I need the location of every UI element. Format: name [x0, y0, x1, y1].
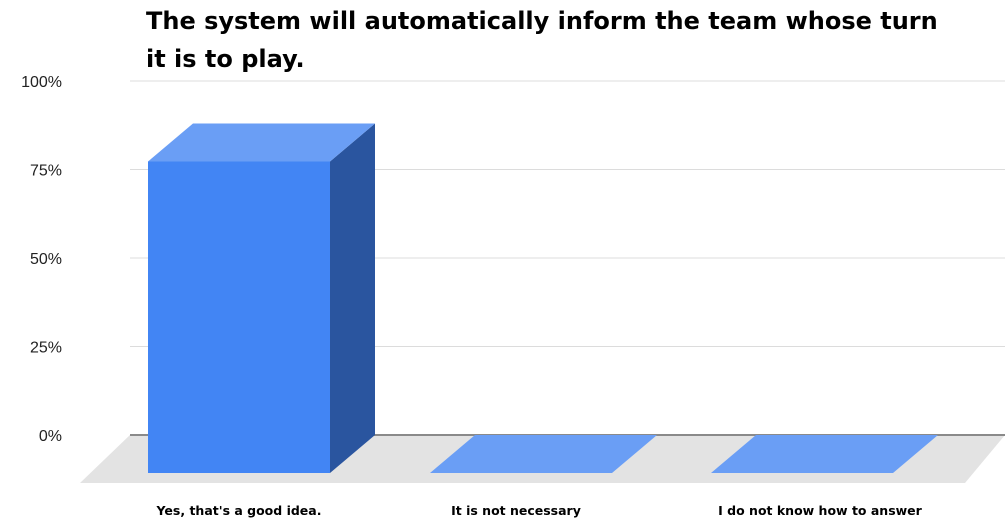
y-axis: 0% 25% 50% 75% 100% — [21, 74, 62, 445]
bars — [148, 123, 938, 474]
chart-title-line-2: it is to play. — [146, 45, 305, 73]
x-tick-label: Yes, that's a good idea. — [156, 503, 322, 518]
bar-side-face — [330, 123, 375, 473]
bar-top-face — [148, 123, 375, 162]
y-tick-label: 25% — [30, 340, 62, 357]
y-tick-label: 50% — [30, 251, 62, 268]
x-axis: Yes, that's a good idea. It is not necess… — [156, 503, 923, 518]
chart-title: The system will automatically inform the… — [146, 7, 938, 73]
bar-front-face — [148, 161, 330, 474]
bar — [148, 123, 375, 474]
bar-top-face — [430, 435, 657, 473]
y-tick-label: 100% — [21, 74, 62, 91]
x-tick-label: I do not know how to answer — [718, 503, 923, 518]
bar-top-face — [711, 435, 938, 473]
y-tick-label: 75% — [30, 163, 62, 180]
bar — [430, 435, 657, 473]
y-tick-label: 0% — [39, 428, 62, 445]
chart-title-line-1: The system will automatically inform the… — [146, 7, 938, 35]
bar — [711, 435, 938, 473]
x-tick-label: It is not necessary — [451, 503, 581, 518]
